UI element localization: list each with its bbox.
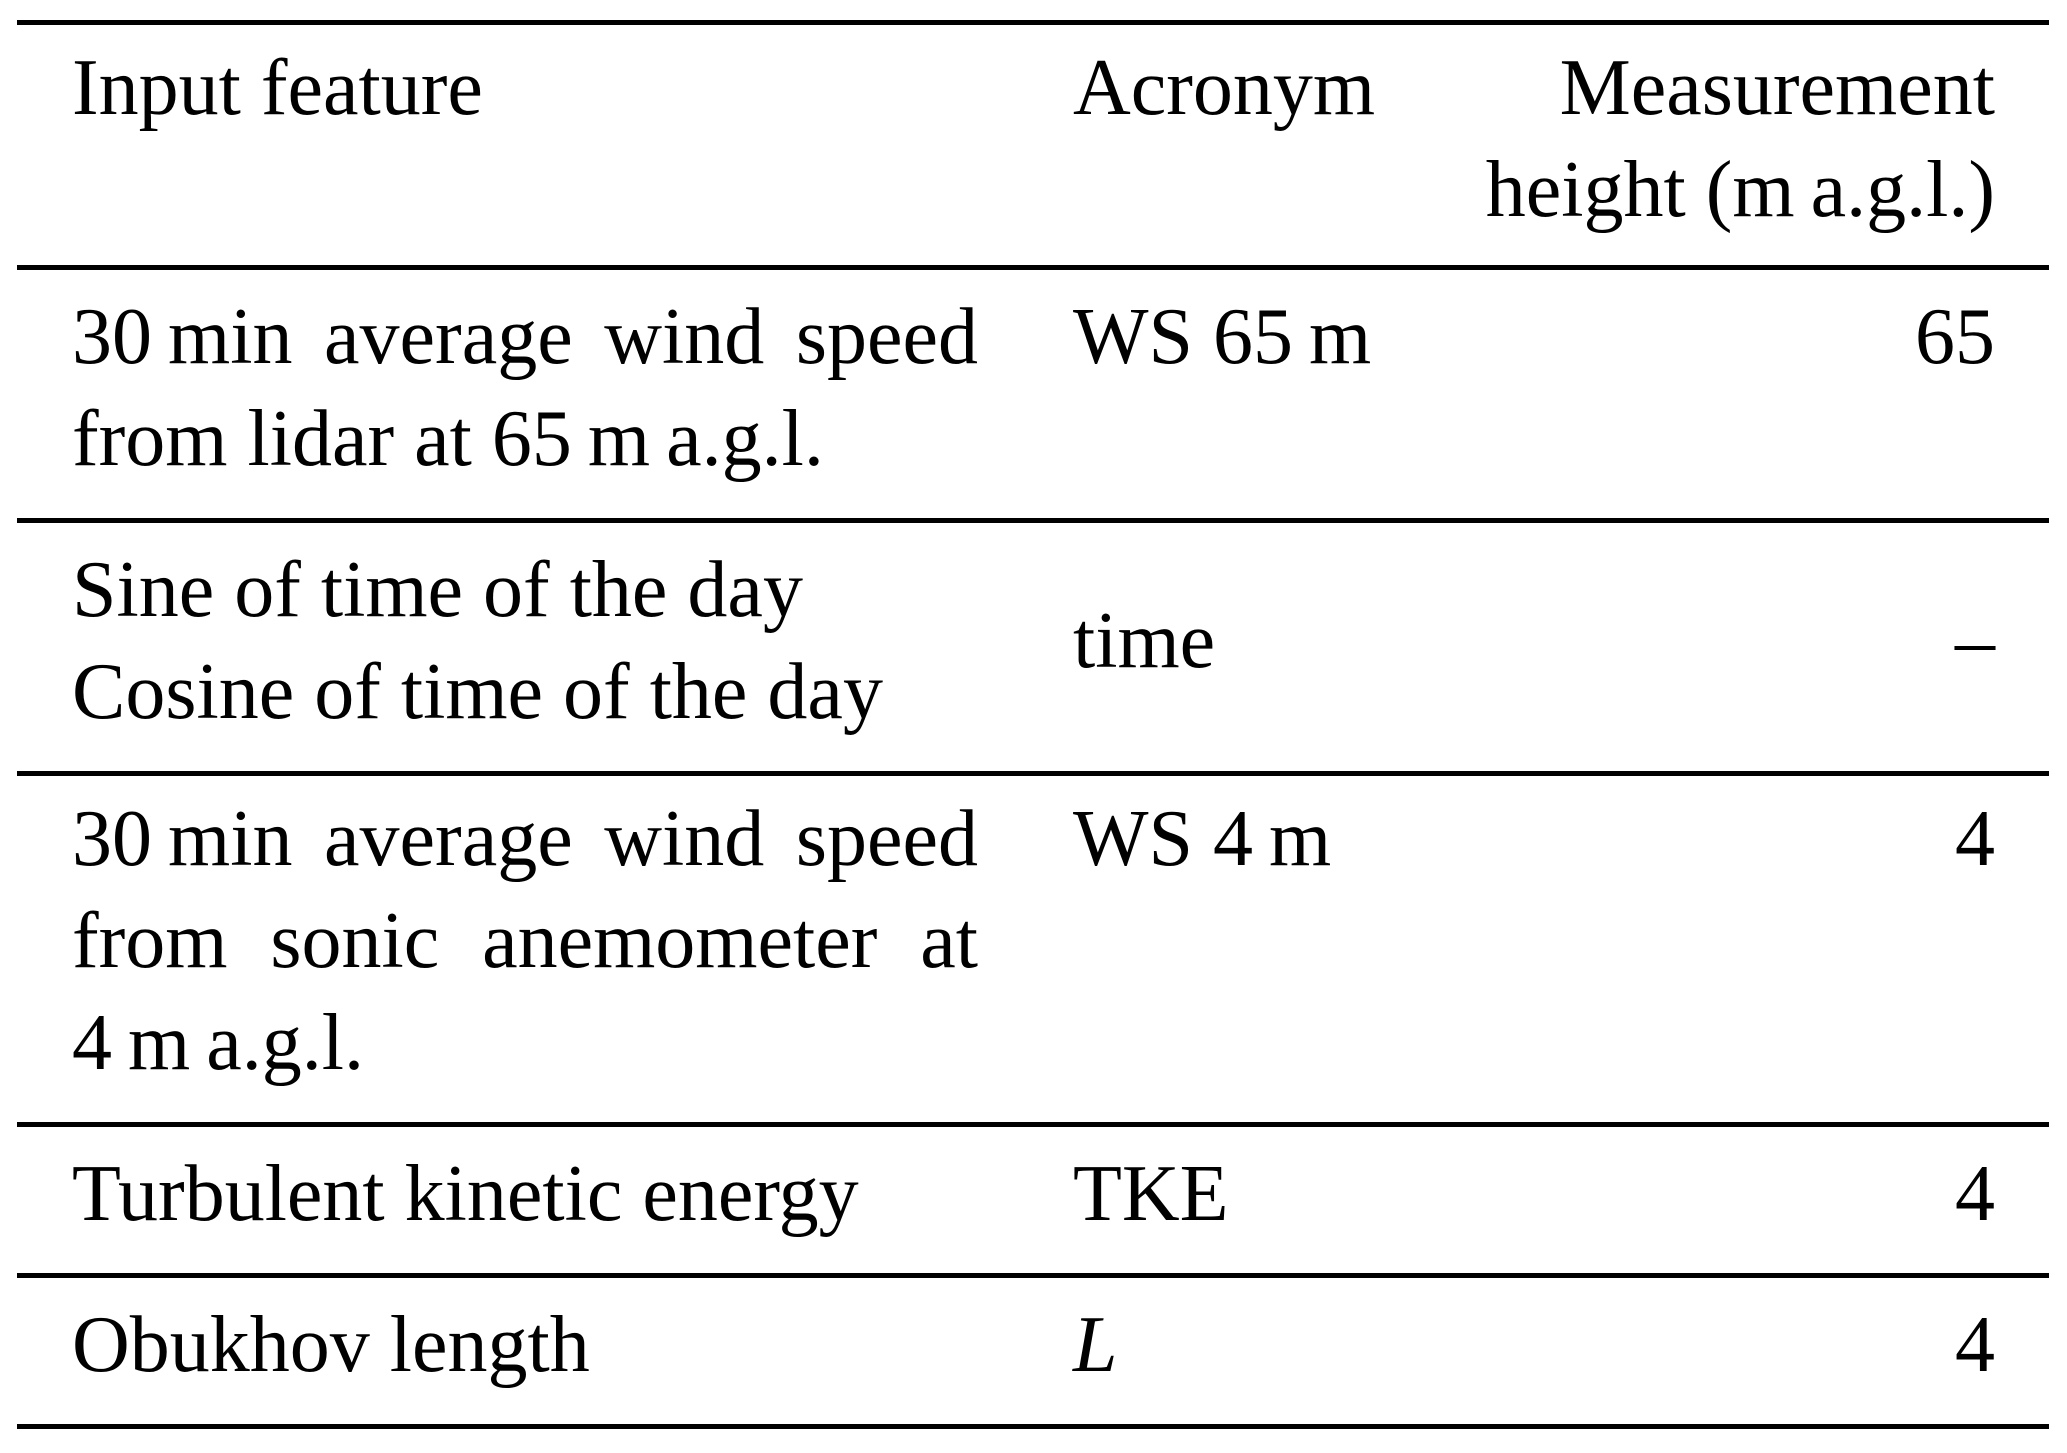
feature-cell: Sine of time of the day Cosine of time o…: [17, 520, 978, 776]
col-header-measurement-height: Measurement height (m a.g.l.): [1393, 22, 2049, 270]
input-features-table: Input feature Acronym Measurement height…: [17, 20, 2049, 1429]
col-header-input-feature-label: Input feature: [72, 44, 483, 132]
height-cell: –: [1393, 520, 2049, 776]
height-cell: 65: [1393, 267, 2049, 523]
table-row-ws65: 30 min average wind speed from lidar at …: [17, 267, 2049, 523]
height-value: 65: [1915, 293, 1995, 381]
feature-cell: Obukhov length: [17, 1275, 978, 1429]
acronym-label: WS 4 m: [1073, 795, 1332, 883]
measurement-header-line-2: height (m a.g.l.): [1485, 146, 1995, 234]
acronym-label: TKE: [1073, 1150, 1229, 1238]
height-value: 4: [1955, 1150, 1995, 1238]
acronym-cell: WS 4 m: [978, 773, 1393, 1127]
feature-line: 4 m a.g.l.: [72, 999, 364, 1087]
acronym-cell: L: [978, 1275, 1393, 1429]
acronym-cell: TKE: [978, 1124, 1393, 1278]
acronym-label: WS 65 m: [1073, 293, 1372, 381]
feature-line: from sonic anemometer at: [72, 897, 978, 985]
height-value: –: [1955, 597, 1995, 685]
height-value: 4: [1955, 795, 1995, 883]
feature-line: from lidar at 65 m a.g.l.: [72, 395, 824, 483]
feature-cell: 30 min average wind speed from sonic ane…: [17, 773, 978, 1127]
feature-line: 30 min average wind speed: [72, 795, 978, 883]
acronym-cell: time: [978, 520, 1393, 776]
col-header-acronym-label: Acronym: [1073, 44, 1376, 132]
table-row-ws4: 30 min average wind speed from sonic ane…: [17, 773, 2049, 1127]
table-header-row: Input feature Acronym Measurement height…: [17, 22, 2049, 270]
acronym-label: L: [1073, 1301, 1118, 1389]
col-header-acronym: Acronym: [978, 22, 1393, 270]
table-row-tke: Turbulent kinetic energy TKE 4: [17, 1124, 2049, 1278]
col-header-input-feature: Input feature: [17, 22, 978, 270]
acronym-cell: WS 65 m: [978, 267, 1393, 523]
height-value: 4: [1955, 1301, 1995, 1389]
height-cell: 4: [1393, 1275, 2049, 1429]
feature-line: Sine of time of the day: [72, 546, 803, 634]
acronym-label: time: [1073, 597, 1216, 685]
feature-line: 30 min average wind speed: [72, 293, 978, 381]
feature-cell: 30 min average wind speed from lidar at …: [17, 267, 978, 523]
feature-cell: Turbulent kinetic energy: [17, 1124, 978, 1278]
feature-line: Turbulent kinetic energy: [72, 1150, 859, 1238]
table-row-obukhov: Obukhov length L 4: [17, 1275, 2049, 1429]
feature-line: Cosine of time of the day: [72, 648, 883, 736]
measurement-header-line-1: Measurement: [1559, 44, 1995, 132]
feature-line: Obukhov length: [72, 1301, 590, 1389]
height-cell: 4: [1393, 773, 2049, 1127]
table-row-time: Sine of time of the day Cosine of time o…: [17, 520, 2049, 776]
height-cell: 4: [1393, 1124, 2049, 1278]
